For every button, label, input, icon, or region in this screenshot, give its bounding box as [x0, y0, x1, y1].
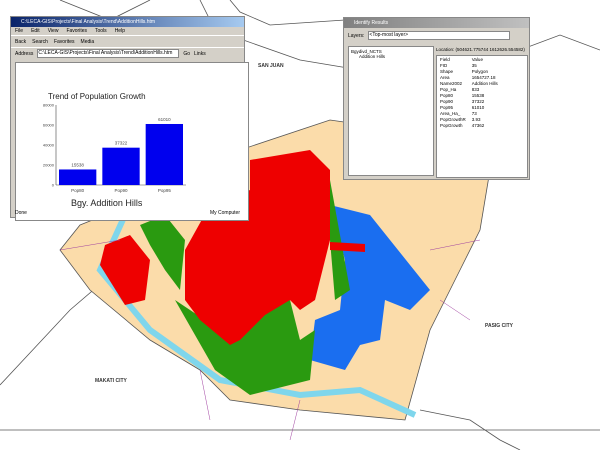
value-cell: 35	[471, 62, 477, 68]
field-cell: Area	[440, 74, 450, 80]
barangay-mid[interactable]	[140, 180, 350, 395]
menu-help[interactable]: Help	[114, 28, 125, 34]
tree-item-addition-hills[interactable]: Addition Hills	[359, 54, 386, 59]
bar-pop90	[102, 147, 140, 185]
go-button[interactable]: Go	[183, 50, 191, 57]
x-tick-label: Pop90	[114, 188, 128, 193]
links-button[interactable]: Links	[194, 50, 206, 57]
menu-view[interactable]: View	[47, 28, 59, 34]
value-cell: 73	[471, 110, 477, 116]
field-cell: PopGrowthR	[440, 116, 466, 122]
table-row[interactable]: Pop80 15538	[437, 92, 501, 98]
x-tick-label: Pop80	[71, 188, 85, 193]
field-cell: Pop_Ha	[440, 86, 457, 92]
page-content: Trend of Population Growth 0 20000 40000 600…	[15, 62, 249, 221]
table-row[interactable]: FID 35	[437, 62, 501, 68]
barangay-high[interactable]	[100, 150, 365, 345]
value-cell: 37322	[471, 98, 485, 104]
value-cell: 3.93	[471, 116, 481, 122]
y-tick-label: 40000	[43, 143, 55, 148]
bar-pop80	[59, 169, 97, 185]
table-row[interactable]: Pop95 61010	[437, 104, 501, 110]
value-cell: Polygon	[471, 68, 489, 74]
favorites-button[interactable]: Favorites	[53, 38, 75, 45]
label-pasig-city: PASIG CITY	[485, 323, 513, 329]
layers-dropdown[interactable]: <Top-most layer>	[368, 31, 511, 40]
field-cell: PopGrowth	[440, 122, 463, 128]
field-cell: Pop80	[440, 92, 454, 98]
value-cell: 61010	[471, 104, 485, 110]
value-cell: 1654727.18	[471, 74, 496, 80]
table-row[interactable]: Area_Ha_ 73	[437, 110, 501, 116]
menu-edit[interactable]: Edit	[31, 28, 40, 34]
attributes-table: Field Value FID 35 Shape Polygon Area 1654727.…	[437, 56, 501, 128]
field-cell: Pop95	[440, 104, 454, 110]
menu-bar: File Edit View Favorites Tools Help	[11, 27, 244, 35]
header-value[interactable]: Value	[471, 56, 483, 62]
data-label: 61010	[158, 117, 171, 122]
address-bar: Address C:\LECA-GIS\Projects\Final Analy…	[11, 47, 244, 59]
field-cell: FID	[440, 62, 448, 68]
menu-file[interactable]: File	[15, 28, 24, 34]
browser-title[interactable]: C:\LECA-GIS\Projects\Final Analysis\Tren…	[11, 17, 244, 27]
menu-tools[interactable]: Tools	[95, 28, 107, 34]
layers-label: Layers:	[348, 32, 365, 39]
data-label: 37322	[115, 141, 128, 146]
chart-xlabel: Bgy. Addition Hills	[71, 198, 143, 208]
river	[96, 213, 417, 418]
table-row[interactable]: Shape Polygon	[437, 68, 501, 74]
status-done: Done	[15, 210, 27, 216]
table-row[interactable]: Pop90 37322	[437, 98, 501, 104]
search-button[interactable]: Search	[32, 38, 48, 45]
tree-root[interactable]: Bgydivd_NCTS	[351, 49, 382, 54]
y-tick-label: 80000	[43, 103, 55, 108]
chart-title: Trend of Population Growth	[48, 92, 146, 101]
population-chart: Trend of Population Growth 0 20000 40000 600…	[43, 92, 186, 208]
table-row[interactable]: PopGrowth 47362	[437, 122, 501, 128]
address-input[interactable]: C:\LECA-GIS\Projects\Final Analysis\Tren…	[37, 49, 180, 58]
browser-window: C:\LECA-GIS\Projects\Final Analysis\Tren…	[10, 16, 249, 221]
y-tick-label: 0	[52, 183, 55, 188]
bar-pop95	[145, 123, 183, 185]
label-makati-city: MAKATI CITY	[95, 378, 127, 384]
table-row[interactable]: PopGrowthR 3.93	[437, 116, 501, 122]
identify-results-window: Identify Results Layers: <Top-most layer…	[343, 17, 530, 180]
table-row[interactable]: Name2002 Addition Hills	[437, 80, 501, 86]
table-row[interactable]: Pop_Ha 833	[437, 86, 501, 92]
field-cell: Area_Ha_	[440, 110, 461, 116]
back-button[interactable]: Back	[15, 38, 27, 45]
y-tick-label: 20000	[43, 163, 55, 168]
location-text: Location: (504621.775744 1612626.554582)	[436, 47, 525, 52]
value-cell: Addition Hills	[471, 80, 498, 86]
header-field[interactable]: Field	[440, 56, 450, 62]
field-cell: Name2002	[440, 80, 463, 86]
label-san-juan: SAN JUAN	[258, 63, 284, 69]
media-button[interactable]: Media	[80, 38, 95, 45]
data-label: 15538	[71, 162, 84, 167]
status-zone: My Computer	[209, 210, 240, 216]
y-tick-label: 60000	[43, 123, 55, 128]
value-cell: 15538	[471, 92, 485, 98]
barangay-low[interactable]	[310, 205, 430, 370]
field-cell: Shape	[440, 68, 454, 74]
value-cell: 47362	[471, 122, 485, 128]
identify-title[interactable]: Identify Results	[344, 18, 529, 28]
menu-favorites[interactable]: Favorites	[66, 28, 87, 34]
toolbar: Back Search Favorites Media	[11, 35, 244, 47]
table-row[interactable]: Area 1654727.18	[437, 74, 501, 80]
value-cell: 833	[471, 86, 480, 92]
field-cell: Pop90	[440, 98, 454, 104]
address-label: Address	[15, 50, 34, 57]
x-tick-label: Pop95	[158, 188, 172, 193]
status-bar: Done My Computer	[11, 209, 244, 217]
